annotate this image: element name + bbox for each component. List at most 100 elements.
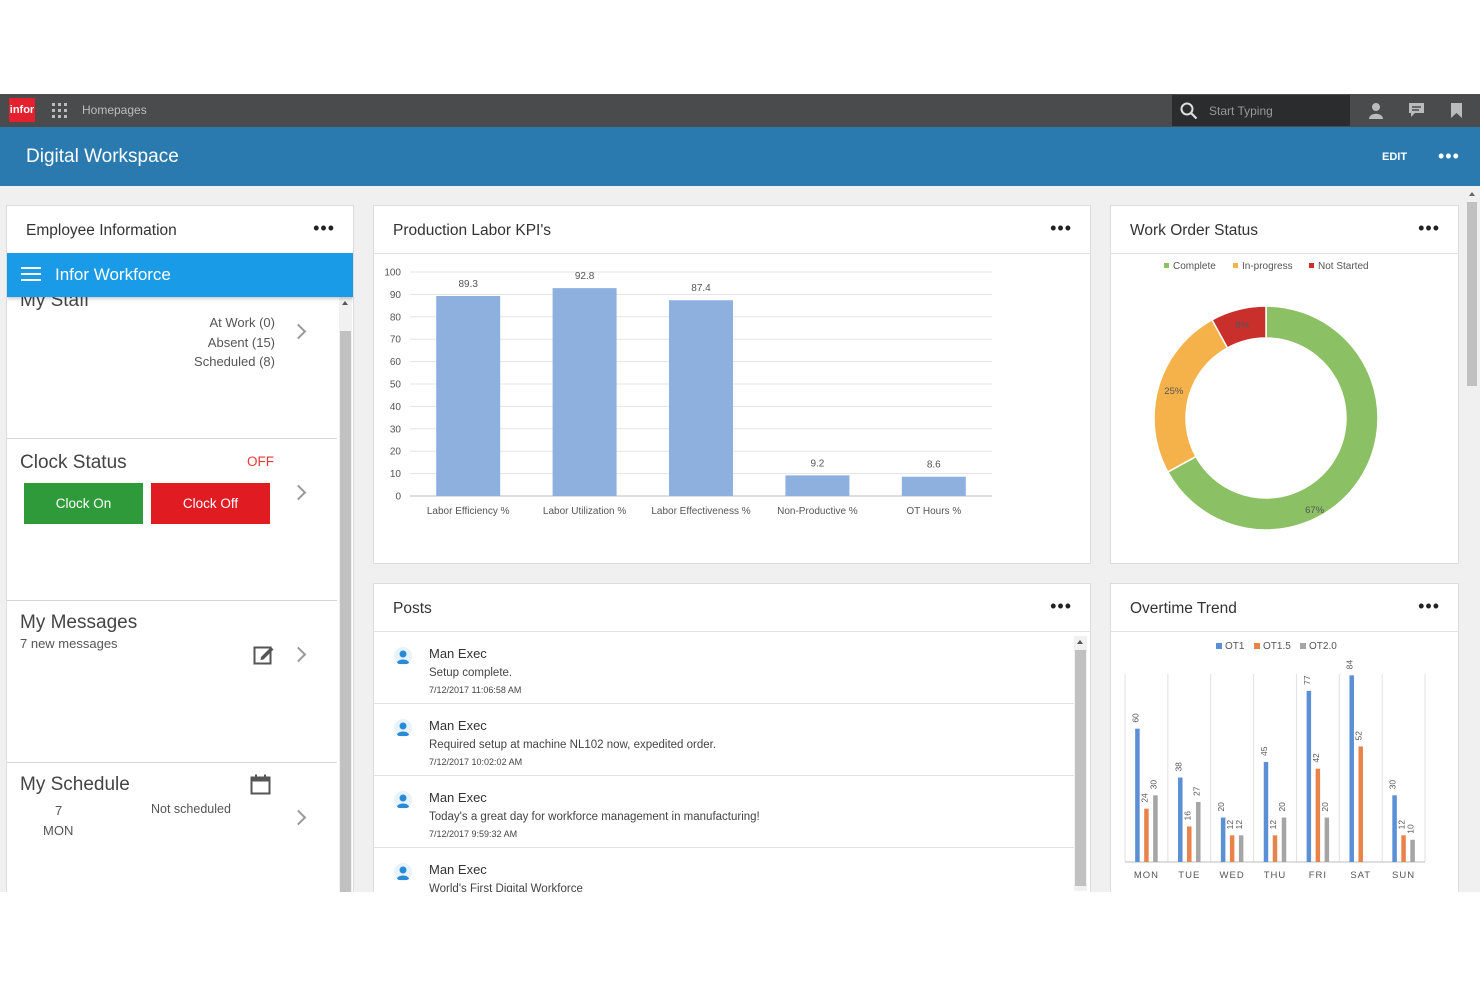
chevron-right-icon[interactable] (290, 809, 307, 826)
my-schedule-heading: My Schedule (20, 774, 130, 795)
donut-slice (1211, 305, 1267, 349)
x-tick-label: SUN (1392, 870, 1415, 881)
legend-label: Not Started (1318, 261, 1369, 272)
x-tick-label: MON (1134, 870, 1159, 881)
y-tick-label: 20 (390, 447, 402, 458)
overtime-bar (1238, 835, 1244, 862)
legend-swatch (1164, 263, 1169, 268)
compose-message-icon[interactable] (253, 644, 275, 666)
post-item[interactable]: Man Exec Required setup at machine NL102… (374, 704, 1074, 776)
my-messages-heading: My Messages (20, 612, 138, 633)
workforce-nav-bar[interactable]: Infor Workforce (7, 253, 353, 297)
legend-label: Complete (1173, 261, 1216, 272)
production-labor-kpi-card: Production Labor KPI's ••• 0 10 20 30 40 50 60… (373, 205, 1091, 564)
schedule-day-name: MON (43, 823, 74, 838)
card-more-button[interactable]: ••• (1050, 596, 1072, 616)
card-more-button[interactable]: ••• (313, 218, 335, 238)
clock-state-badge: OFF (247, 454, 274, 469)
overtime-bar (1315, 768, 1321, 862)
schedule-day-number: 7 (55, 803, 63, 818)
x-tick-label: WED (1220, 870, 1245, 881)
hamburger-menu-icon[interactable] (21, 267, 41, 281)
post-message: Setup complete. (429, 667, 513, 679)
post-item[interactable]: Man Exec Setup complete. 7/12/2017 11:06… (374, 632, 1074, 704)
data-label: 38 (1173, 762, 1183, 772)
y-tick-label: 40 (390, 402, 402, 413)
my-staff-section[interactable]: My Staff At Work (0) Absent (15) Schedul… (7, 281, 337, 439)
kpi-bar (436, 295, 501, 496)
x-tick-label: FRI (1309, 870, 1327, 881)
data-label: 42 (1311, 753, 1321, 763)
panel-scrollbar[interactable] (339, 297, 352, 892)
page-title: Digital Workspace (26, 146, 179, 167)
post-author: Man Exec (429, 862, 487, 877)
clock-off-button[interactable]: Clock Off (151, 483, 270, 524)
card-more-button[interactable]: ••• (1418, 218, 1440, 238)
search-icon (1180, 102, 1198, 120)
my-schedule-section[interactable]: My Schedule 7 MON Not scheduled (7, 762, 337, 892)
app-launcher-icon[interactable] (52, 103, 67, 118)
y-tick-label: 70 (390, 335, 402, 346)
scroll-up-arrow-icon[interactable] (342, 301, 348, 305)
chevron-right-icon[interactable] (290, 646, 307, 663)
legend-label: OT1.5 (1263, 641, 1291, 652)
chevron-right-icon[interactable] (290, 484, 307, 501)
overtime-bar (1349, 675, 1354, 862)
post-item[interactable]: Man Exec Today's a great day for workfor… (374, 776, 1074, 848)
scrollbar-thumb[interactable] (340, 331, 351, 892)
slice-label: 67% (1305, 505, 1325, 516)
data-label: 30 (1148, 780, 1158, 790)
employee-information-card: Employee Information ••• Infor Workforce… (6, 205, 354, 892)
data-label: 30 (1388, 780, 1398, 790)
edit-button[interactable]: EDIT (1382, 151, 1408, 163)
kpi-bar (669, 300, 733, 496)
data-label: 12 (1268, 820, 1278, 830)
calendar-icon[interactable] (250, 774, 271, 795)
data-label: 12 (1397, 820, 1407, 830)
page-scrollbar[interactable] (1466, 190, 1479, 890)
card-header: Overtime Trend ••• (1111, 584, 1458, 632)
y-tick-label: 80 (390, 312, 402, 323)
card-more-button[interactable]: ••• (1050, 218, 1072, 238)
bookmark-icon[interactable] (1450, 102, 1463, 119)
new-messages-count: 7 new messages (20, 636, 118, 651)
chevron-right-icon[interactable] (290, 323, 307, 340)
infor-logo[interactable]: infor (9, 98, 35, 122)
data-label: 89.3 (458, 279, 478, 290)
user-avatar-icon (394, 719, 412, 737)
overtime-bar (1178, 777, 1183, 862)
posts-card: Posts ••• Man Exec Setup complete. 7/12/… (373, 583, 1091, 892)
post-item[interactable]: Man Exec World's First Digital Workforce (374, 848, 1074, 892)
page-more-button[interactable]: ••• (1438, 146, 1460, 166)
top-navigation-bar: infor Homepages Start Typing (0, 94, 1480, 127)
my-messages-section[interactable]: My Messages 7 new messages (7, 600, 337, 763)
scrollbar-thumb[interactable] (1075, 650, 1086, 886)
data-label: 8.6 (927, 460, 941, 471)
card-title: Employee Information (26, 222, 177, 239)
card-title: Work Order Status (1130, 222, 1259, 239)
slice-label: 25% (1164, 386, 1184, 397)
posts-scrollbar[interactable] (1074, 636, 1087, 891)
kpi-bar (785, 475, 850, 496)
homepages-menu[interactable]: Homepages (82, 103, 147, 117)
card-more-button[interactable]: ••• (1418, 596, 1440, 616)
data-label: 45 (1259, 746, 1269, 756)
y-tick-label: 100 (384, 268, 401, 279)
scroll-up-arrow-icon[interactable] (1469, 192, 1475, 196)
legend-label: OT2.0 (1309, 641, 1337, 652)
overtime-bar (1135, 728, 1140, 862)
post-message: Required setup at machine NL102 now, exp… (429, 739, 717, 751)
kpi-bar (901, 476, 966, 496)
messages-icon[interactable] (1408, 102, 1425, 118)
data-label: 12 (1225, 820, 1235, 830)
scrollbar-thumb[interactable] (1467, 202, 1477, 386)
post-author: Man Exec (429, 646, 487, 661)
scroll-up-arrow-icon[interactable] (1077, 640, 1083, 644)
legend-swatch (1300, 643, 1306, 649)
staff-scheduled: Scheduled (8) (194, 354, 275, 369)
user-profile-icon[interactable] (1368, 102, 1384, 119)
posts-list: Man Exec Setup complete. 7/12/2017 11:06… (374, 632, 1074, 892)
search-input[interactable]: Start Typing (1172, 95, 1350, 126)
clock-on-button[interactable]: Clock On (24, 483, 143, 524)
card-title: Posts (393, 600, 432, 617)
